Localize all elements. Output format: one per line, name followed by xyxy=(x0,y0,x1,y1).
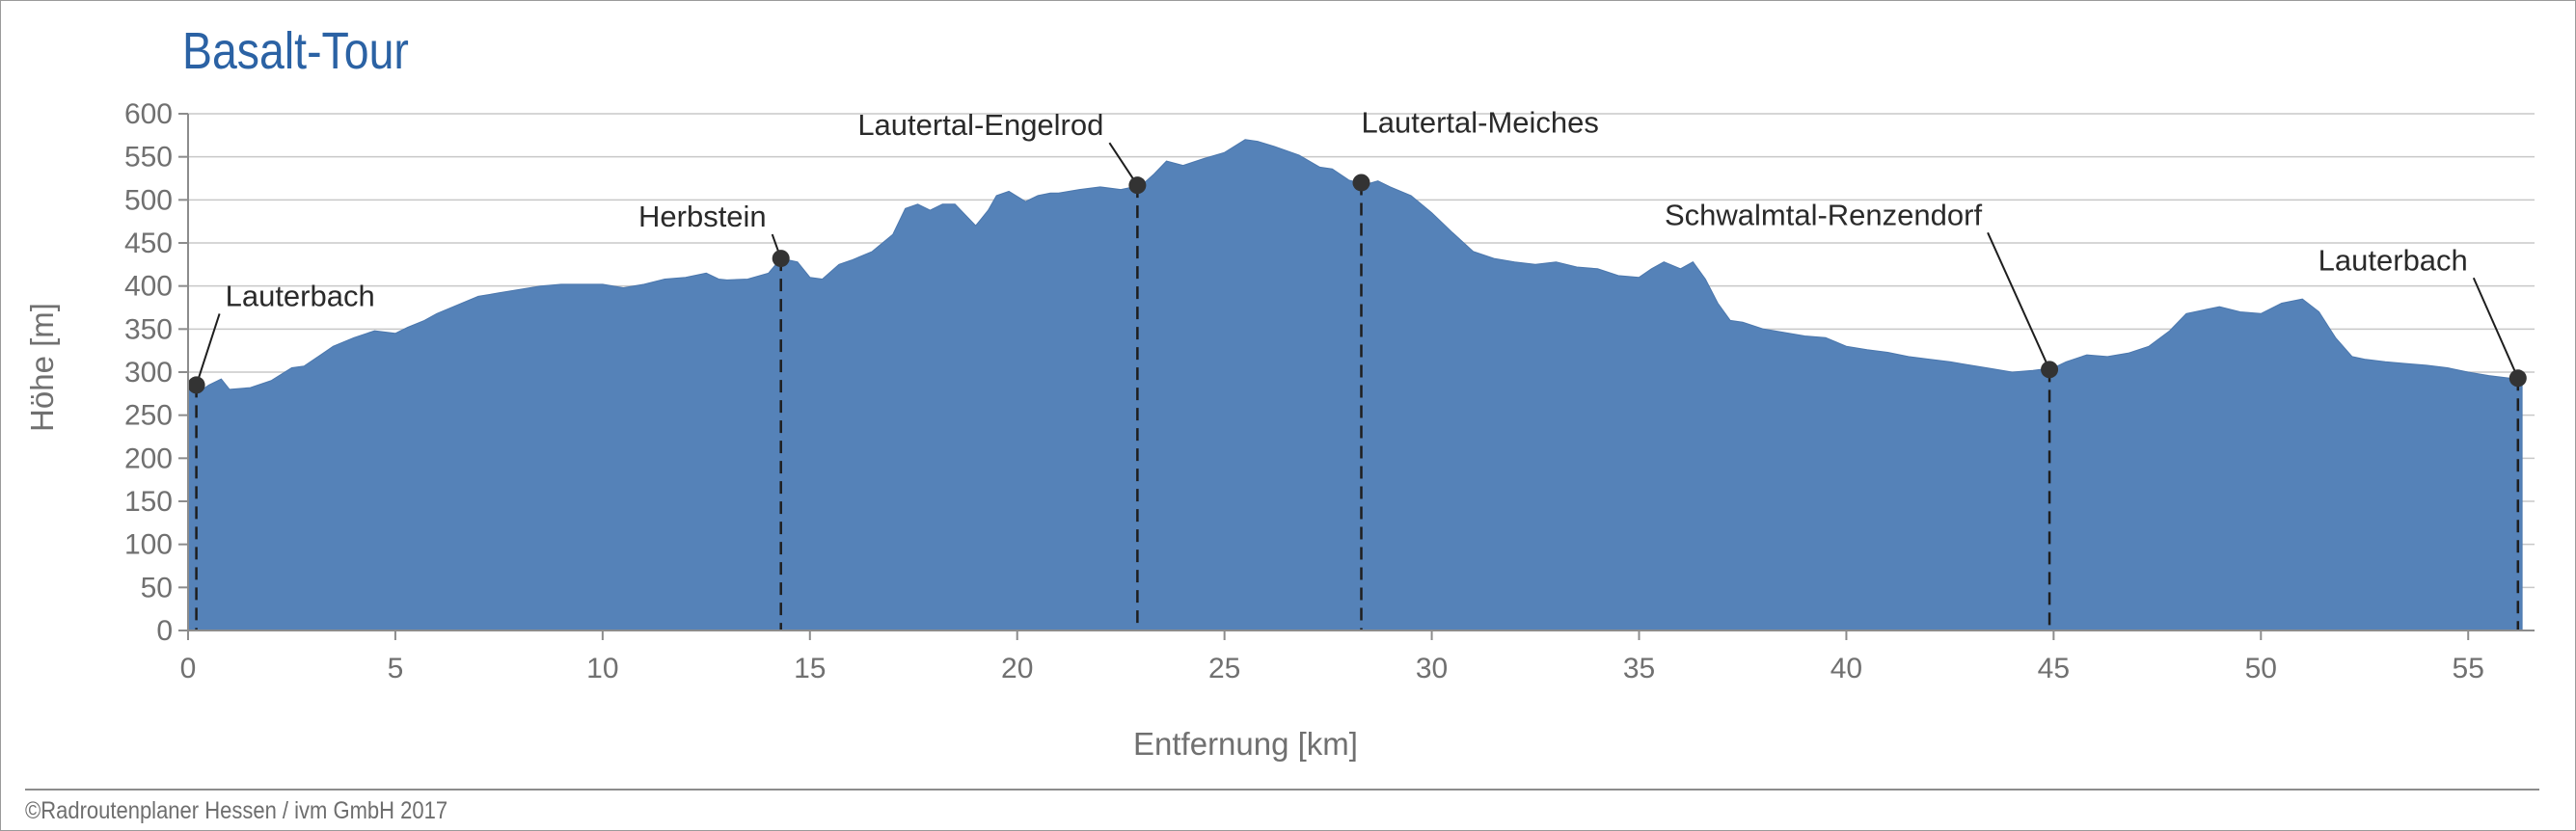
x-tick-label: 45 xyxy=(2038,653,2070,684)
waypoint-label: Lauterbach xyxy=(226,279,375,312)
y-tick-label: 200 xyxy=(124,442,173,474)
waypoint-label: Lauterbach xyxy=(2318,243,2468,277)
x-tick-label: 35 xyxy=(1623,653,1655,684)
x-tick-label: 55 xyxy=(2453,653,2484,684)
y-tick-label: 600 xyxy=(124,98,173,130)
elevation-series xyxy=(187,139,2523,631)
waypoint-label: Schwalmtal-Renzendorf xyxy=(1665,198,1982,231)
waypoint-marker xyxy=(1352,174,1370,192)
elevation-area xyxy=(187,139,2523,631)
y-tick-label: 100 xyxy=(124,529,173,561)
waypoint-marker xyxy=(772,250,790,268)
y-tick-label: 150 xyxy=(124,486,173,518)
waypoint-leader xyxy=(2472,277,2519,379)
waypoint-label: Lautertal-Meiches xyxy=(1362,105,1599,139)
waypoint-marker xyxy=(187,376,205,394)
y-tick-label: 400 xyxy=(124,271,173,303)
y-tick-label: 350 xyxy=(124,313,173,345)
y-tick-label: 500 xyxy=(124,184,173,216)
x-tick-label: 15 xyxy=(794,653,826,684)
y-axis-label: Höhe [m] xyxy=(24,303,60,432)
waypoints: Lauterbach Herbstein Lautertal-Engelrod Lau… xyxy=(187,105,2527,630)
waypoint-marker xyxy=(2041,361,2059,379)
tick-labels: 0 50 100 150 200 250 300 350 400 450 500 550 600 0 5 10… xyxy=(124,98,2484,684)
y-tick-label: 550 xyxy=(124,142,173,174)
waypoint-marker xyxy=(2508,369,2527,388)
copyright-footer: ©Radroutenplaner Hessen / ivm GmbH 2017 xyxy=(25,797,448,824)
x-tick-label: 0 xyxy=(180,653,197,684)
x-tick-label: 40 xyxy=(1830,653,1862,684)
x-tick-label: 25 xyxy=(1208,653,1240,684)
y-tick-label: 300 xyxy=(124,357,173,389)
waypoint-leader xyxy=(195,313,221,386)
y-tick-label: 250 xyxy=(124,400,173,432)
x-axis-label: Entfernung [km] xyxy=(1133,726,1358,762)
y-tick-label: 0 xyxy=(156,615,173,647)
y-tick-label: 450 xyxy=(124,228,173,259)
x-tick-label: 50 xyxy=(2245,653,2277,684)
x-tick-label: 5 xyxy=(388,653,404,684)
x-tick-label: 30 xyxy=(1416,653,1448,684)
x-tick-label: 10 xyxy=(586,653,618,684)
footer-divider xyxy=(25,789,2539,791)
chart-title: Basalt-Tour xyxy=(182,22,409,80)
y-tick-label: 50 xyxy=(141,572,173,603)
waypoint-label: Herbstein xyxy=(638,200,767,233)
waypoint-leader xyxy=(1987,231,2050,370)
x-tick-label: 20 xyxy=(1001,653,1033,684)
waypoint-label: Lautertal-Engelrod xyxy=(857,108,1103,142)
waypoint-marker xyxy=(1128,176,1147,195)
